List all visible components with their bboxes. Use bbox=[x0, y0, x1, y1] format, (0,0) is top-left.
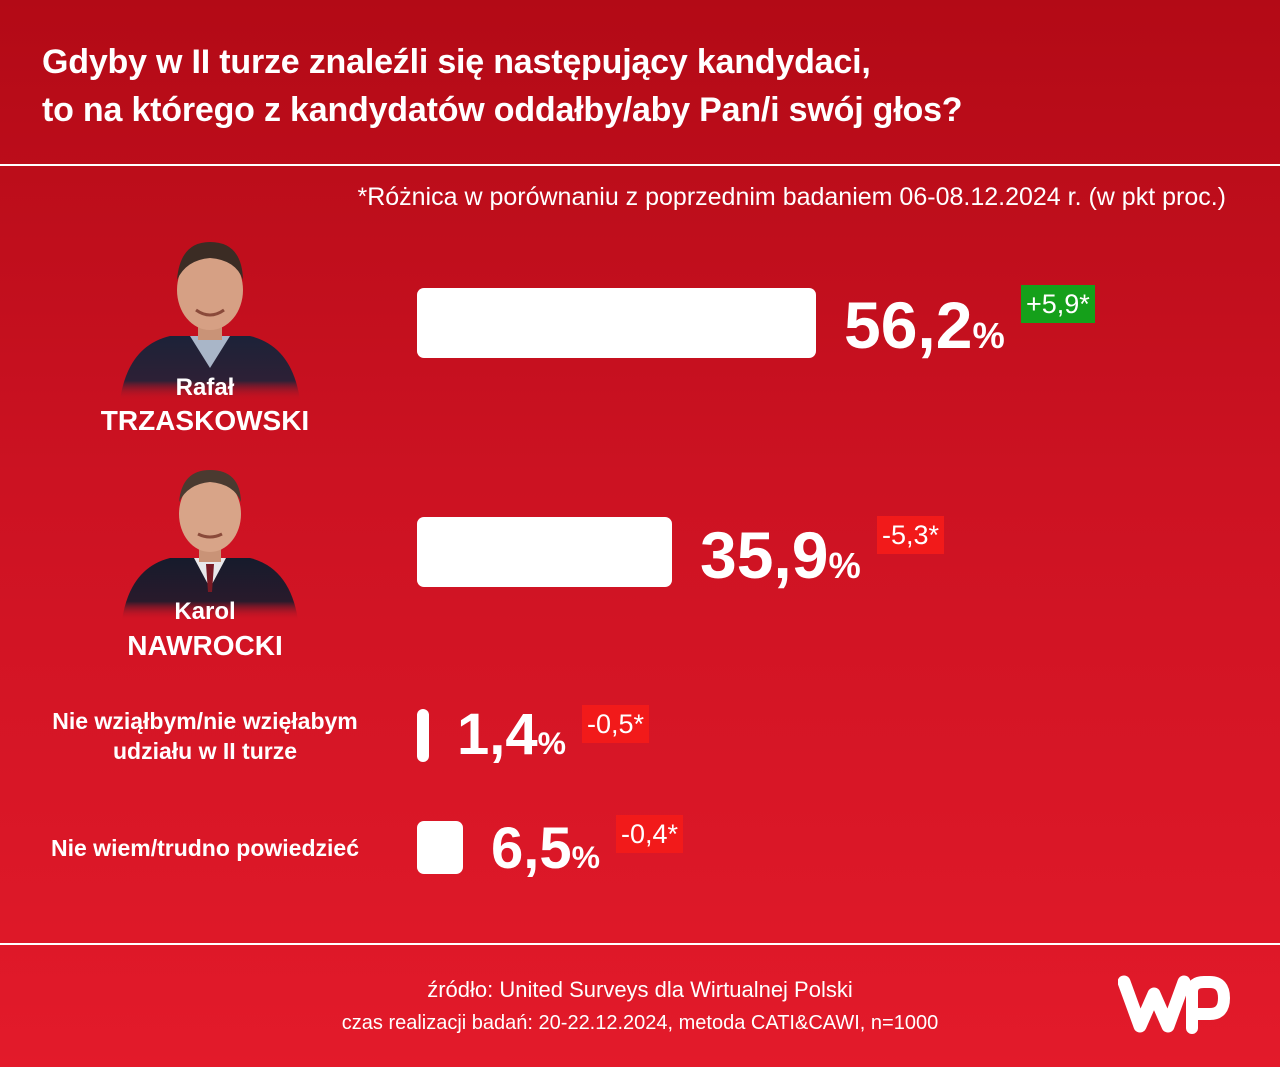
wp-logo bbox=[1118, 975, 1230, 1034]
value-label-nawrocki: 35,9% bbox=[700, 522, 861, 588]
page-title: Gdyby w II turze znaleźli się następując… bbox=[42, 38, 1242, 134]
bar-dont-know bbox=[417, 821, 463, 874]
value-label-dont-know: 6,5% bbox=[491, 820, 600, 878]
percent-sign: % bbox=[828, 545, 861, 586]
title-line-2: to na którego z kandydatów oddałby/aby P… bbox=[42, 91, 963, 129]
title-line-1: Gdyby w II turze znaleźli się następując… bbox=[42, 43, 871, 81]
value-number-trzaskowski: 56,2 bbox=[844, 288, 973, 362]
source-text: źródło: United Surveys dla Wirtualnej Po… bbox=[427, 977, 853, 1002]
diff-badge-trzaskowski: +5,9* bbox=[1021, 285, 1095, 323]
percent-sign: % bbox=[972, 315, 1005, 356]
option-label-dont-know: Nie wiem/trudno powiedzieć bbox=[51, 835, 359, 861]
option-label-no-vote-line-2: udziału w II turze bbox=[112, 738, 297, 764]
value-number-dont-know: 6,5 bbox=[491, 816, 572, 881]
candidate-photo-nawrocki bbox=[122, 470, 298, 620]
bar-no-vote bbox=[417, 709, 429, 762]
percent-sign: % bbox=[537, 725, 566, 761]
bar-nawrocki bbox=[417, 517, 672, 587]
option-label-no-vote-line-1: Nie wziąłbym/nie wzięłabym bbox=[52, 708, 358, 734]
divider-top bbox=[0, 164, 1280, 166]
candidate-first-name-nawrocki: Karol bbox=[174, 598, 236, 625]
percent-sign: % bbox=[571, 839, 600, 875]
diff-badge-no-vote: -0,5* bbox=[582, 705, 650, 743]
diff-badge-dont-know: -0,4* bbox=[616, 815, 684, 853]
divider-bottom bbox=[0, 943, 1280, 945]
value-label-trzaskowski: 56,2% bbox=[844, 292, 1005, 358]
candidate-first-name-trzaskowski: Rafał bbox=[175, 374, 235, 401]
difference-note: *Różnica w porównaniu z poprzednim badan… bbox=[357, 183, 1226, 211]
diff-badge-nawrocki: -5,3* bbox=[877, 516, 945, 554]
value-number-no-vote: 1,4 bbox=[457, 702, 538, 767]
option-label-no-vote: Nie wziąłbym/nie wzięłabym udziału w II … bbox=[20, 706, 390, 766]
candidate-photo-trzaskowski bbox=[120, 242, 300, 400]
value-number-nawrocki: 35,9 bbox=[700, 518, 829, 592]
candidate-last-name-trzaskowski: TRZASKOWSKI bbox=[100, 405, 310, 436]
candidate-last-name-nawrocki: NAWROCKI bbox=[127, 630, 283, 661]
bar-trzaskowski bbox=[417, 288, 816, 358]
value-label-no-vote: 1,4% bbox=[457, 706, 566, 764]
method-text: czas realizacji badań: 20-22.12.2024, me… bbox=[341, 1012, 939, 1034]
